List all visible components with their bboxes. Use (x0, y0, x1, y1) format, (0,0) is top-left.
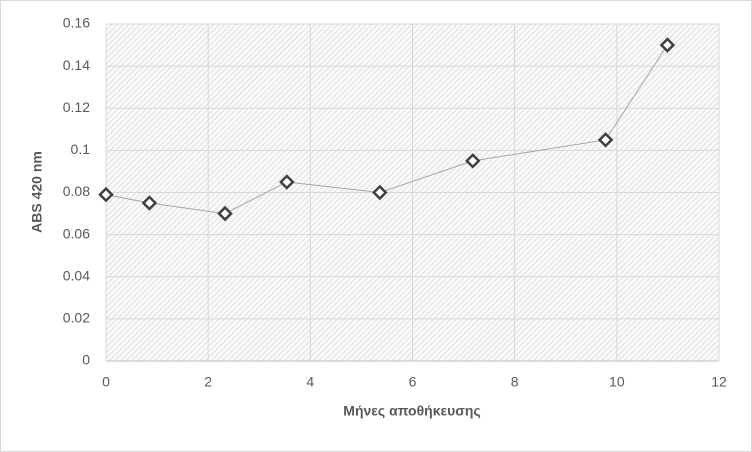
x-tick-label: 10 (609, 374, 625, 390)
y-tick-label: 0.12 (63, 99, 90, 115)
y-tick-label: 0.08 (63, 183, 90, 199)
data-point (597, 132, 614, 148)
y-tick-label: 0.02 (63, 310, 90, 326)
x-tick-label: 8 (511, 374, 519, 390)
x-tick-label: 2 (204, 374, 212, 390)
x-tick-label: 4 (306, 374, 314, 390)
y-tick-label: 0.1 (71, 141, 91, 157)
y-tick-label: 0.04 (63, 267, 90, 283)
y-tick-label: 0.16 (63, 15, 90, 31)
data-point (659, 37, 676, 53)
series-line (105, 44, 668, 215)
data-point (372, 184, 388, 201)
x-axis-title: Μήνες αποθήκευσης (343, 403, 480, 419)
data-point (279, 174, 295, 190)
y-tick-label: 0 (82, 352, 90, 368)
y-axis-title: ABS 420 nm (29, 151, 45, 233)
x-tick-label: 12 (711, 374, 727, 390)
data-point (141, 195, 158, 211)
x-tick-label: 6 (409, 374, 417, 390)
data-point (98, 186, 114, 203)
data-point (465, 153, 481, 169)
y-tick-label: 0.14 (63, 57, 90, 73)
data-point (217, 205, 233, 222)
y-tick-label: 0.06 (63, 225, 90, 241)
x-tick-label: 0 (102, 374, 110, 390)
